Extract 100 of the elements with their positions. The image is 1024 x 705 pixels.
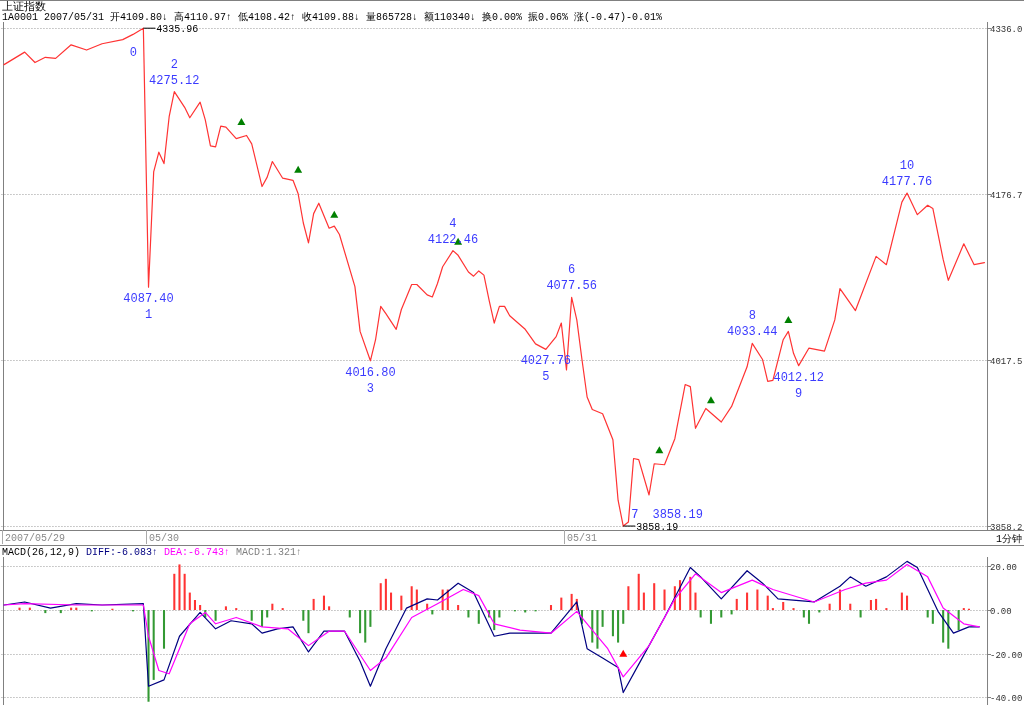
bar — [549, 605, 553, 611]
bar — [44, 610, 47, 614]
y-tick-label: 4017.5 — [990, 357, 1023, 367]
point — [294, 165, 303, 173]
y-tick-label: -20.00 — [990, 651, 1023, 661]
bar — [838, 589, 841, 611]
x-tick-label: 2007/05/29 — [4, 533, 66, 544]
bar — [214, 610, 217, 621]
data-label: 4335.96 — [156, 24, 199, 36]
chart-subtitle: 1A0001 2007/05/31 开4109.80↓ 高4110.97↑ 低4108.42↑ 收4109.88↓ 量865728↓ 额110340↓ 换0.00% 振0.06% 涨(-0.47)-0.01% — [2, 11, 663, 23]
annotation: 9 — [795, 386, 803, 401]
bar — [384, 578, 387, 611]
bar — [627, 586, 630, 611]
bar — [266, 610, 269, 618]
bar — [59, 610, 62, 614]
bar — [193, 600, 196, 611]
annotation: 10 — [899, 159, 915, 174]
bar — [400, 595, 403, 611]
bar — [199, 605, 202, 611]
bar — [849, 603, 852, 611]
data-label: 4275.12 — [149, 73, 200, 88]
point — [784, 315, 793, 323]
bar — [390, 592, 393, 611]
annotation: 2 — [170, 57, 178, 72]
bar — [312, 598, 315, 611]
data-label: 4077.56 — [546, 279, 597, 294]
bar — [663, 589, 666, 611]
bar — [869, 600, 872, 611]
bar — [271, 603, 274, 611]
annotation: 7 — [631, 508, 639, 523]
bar — [369, 610, 372, 627]
text: 1分钟 — [995, 533, 1022, 545]
bar — [957, 610, 960, 631]
point — [237, 117, 246, 125]
y-tick-label: 4176.7 — [990, 191, 1023, 201]
text: DIFF:-6.083↑ — [86, 547, 159, 558]
bar — [709, 610, 712, 624]
annotation: 1 — [144, 308, 153, 323]
bar — [348, 610, 351, 618]
bar — [802, 610, 805, 618]
point — [655, 446, 664, 454]
bar — [653, 583, 656, 611]
bar — [611, 610, 614, 637]
y-tick-label: 20.00 — [990, 563, 1018, 573]
annotation: MACD:1.321↑ — [236, 547, 303, 558]
bar — [766, 595, 769, 611]
x-tick-label: 05/31 — [566, 533, 597, 544]
data-label: 3858.19 — [636, 522, 679, 534]
bar — [591, 610, 594, 643]
bar — [364, 610, 367, 643]
bar — [596, 610, 599, 649]
x-tick-label: 05/30 — [148, 533, 180, 544]
annotation: 3858.19 — [652, 508, 703, 523]
bar — [224, 606, 227, 611]
bar — [162, 610, 166, 649]
bar — [178, 564, 181, 611]
y-tick-label: 4336.0 — [990, 25, 1023, 35]
bar — [467, 610, 470, 618]
bar — [900, 592, 903, 611]
chart-title: 上证指数 — [2, 0, 46, 13]
annotation: 6 — [568, 263, 576, 278]
bar — [328, 606, 331, 611]
y-tick-label: -40.00 — [990, 694, 1023, 704]
bar — [152, 610, 155, 680]
bar — [642, 592, 645, 611]
bar — [359, 610, 362, 634]
bar — [322, 595, 325, 611]
bar — [694, 592, 697, 611]
bar — [560, 597, 563, 611]
bar — [457, 605, 460, 611]
bar — [261, 610, 264, 627]
bar — [302, 610, 305, 621]
bar — [379, 583, 382, 611]
bar — [756, 589, 759, 611]
annotation: 8 — [748, 309, 756, 324]
data-label: 4177.76 — [881, 175, 933, 190]
bar — [410, 586, 413, 611]
bar — [498, 610, 501, 618]
bar — [173, 573, 176, 611]
bar — [906, 595, 909, 611]
annotation: 3 — [366, 381, 374, 396]
bar — [807, 610, 811, 624]
annotation: 4 — [449, 216, 457, 231]
bar — [720, 610, 723, 618]
data-label: 4087.40 — [123, 292, 174, 307]
bar — [250, 610, 253, 621]
bar — [875, 598, 878, 611]
bar — [735, 598, 738, 611]
bar — [637, 573, 640, 611]
data-label: 4122.46 — [427, 232, 479, 247]
bar — [307, 610, 310, 634]
bar — [18, 607, 21, 611]
data-label: 4012.12 — [773, 370, 824, 385]
y-tick-label: 0.00 — [990, 607, 1012, 617]
data-label: 4016.80 — [345, 365, 396, 380]
bar — [617, 610, 620, 643]
bar — [746, 592, 749, 611]
text: DEA:-6.743↑ — [164, 547, 231, 558]
bar — [689, 576, 692, 611]
bar — [926, 610, 929, 618]
